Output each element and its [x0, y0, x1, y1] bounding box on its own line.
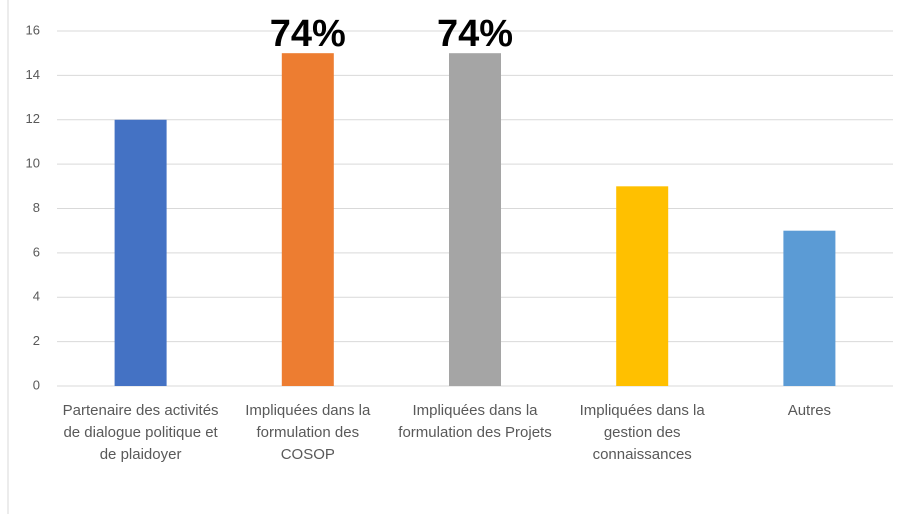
- y-tick-label: 8: [33, 200, 40, 215]
- y-tick-label: 4: [33, 289, 40, 304]
- annotation: 74%: [437, 13, 513, 55]
- bar: [616, 186, 669, 386]
- y-tick-label: 10: [26, 156, 40, 171]
- x-tick-label: Impliquées dans la formulation des Proje…: [398, 402, 552, 441]
- y-tick-label: 2: [33, 333, 40, 348]
- bar: [114, 119, 167, 386]
- y-tick-label: 14: [26, 67, 40, 82]
- x-tick-label: Partenaire des activités de dialogue pol…: [62, 402, 219, 463]
- y-tick-label: 16: [26, 22, 40, 37]
- bar: [281, 53, 334, 386]
- y-tick-label: 0: [33, 377, 40, 392]
- bar: [783, 230, 836, 386]
- x-tick-label: Autres: [787, 402, 832, 419]
- bar: [449, 53, 501, 386]
- x-tick-label: Impliquées dans la formulation des COSOP: [245, 402, 371, 463]
- x-tick-label: Impliquées dans la gestion des connaissa…: [579, 402, 705, 463]
- annotation: 74%: [270, 13, 346, 55]
- y-tick-label: 6: [33, 244, 40, 259]
- y-tick-label: 12: [26, 111, 40, 126]
